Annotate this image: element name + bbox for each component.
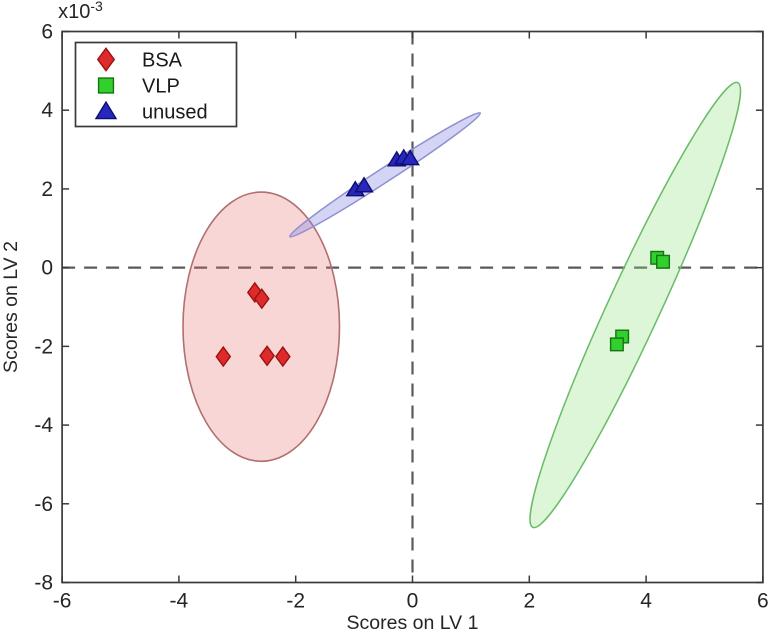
bsa-data-point	[246, 281, 263, 304]
legend-label: VLP	[142, 76, 180, 98]
vlp-legend-marker	[97, 77, 115, 94]
vlp-data-point	[656, 254, 671, 269]
y-tick-label: -6	[34, 493, 53, 516]
vlp-data-point	[609, 337, 624, 352]
legend-item-bsa: BSA	[96, 47, 183, 72]
legend: BSA VLP unused	[74, 41, 238, 128]
x-axis-title: Scores on LV 1	[347, 612, 479, 634]
y-tick-label: 6	[41, 21, 53, 44]
legend-item-vlp: VLP	[97, 76, 180, 98]
legend-label: BSA	[142, 50, 183, 72]
bsa-data-point	[274, 345, 291, 368]
bsa-legend-marker	[96, 47, 116, 72]
x-tick-label: 0	[407, 590, 419, 613]
x-tick-label: 4	[640, 590, 652, 613]
y-tick-label: 0	[41, 257, 53, 280]
vlp-series	[609, 250, 671, 352]
bsa-data-point	[259, 345, 275, 367]
unused-data-point	[354, 176, 374, 193]
y-axis-title: Scores on LV 2	[0, 241, 22, 373]
x-tick-label: -4	[170, 590, 189, 613]
bsa-data-point	[253, 288, 270, 310]
y-tick-label: -2	[34, 335, 53, 358]
unused-legend-marker	[94, 100, 118, 120]
x-tick-label: -2	[286, 590, 305, 613]
unused-confidence-ellipse	[289, 111, 482, 238]
y-tick-label: 2	[41, 178, 53, 201]
y-tick-label: -8	[34, 572, 53, 595]
legend-label: unused	[142, 102, 208, 124]
vlp-confidence-ellipse	[529, 81, 742, 529]
bsa-data-point	[215, 345, 232, 368]
x-tick-label: 6	[757, 590, 768, 613]
x-tick-label: -6	[53, 590, 72, 613]
x-tick-label: 2	[523, 590, 535, 613]
y-tick-label: -4	[34, 414, 53, 437]
unused-series	[345, 148, 420, 197]
y-tick-label: 4	[41, 99, 53, 122]
bsa-series	[215, 281, 291, 368]
unused-data-point	[400, 149, 420, 166]
bsa-confidence-ellipse	[182, 191, 341, 463]
legend-item-unused: unused	[94, 100, 208, 124]
